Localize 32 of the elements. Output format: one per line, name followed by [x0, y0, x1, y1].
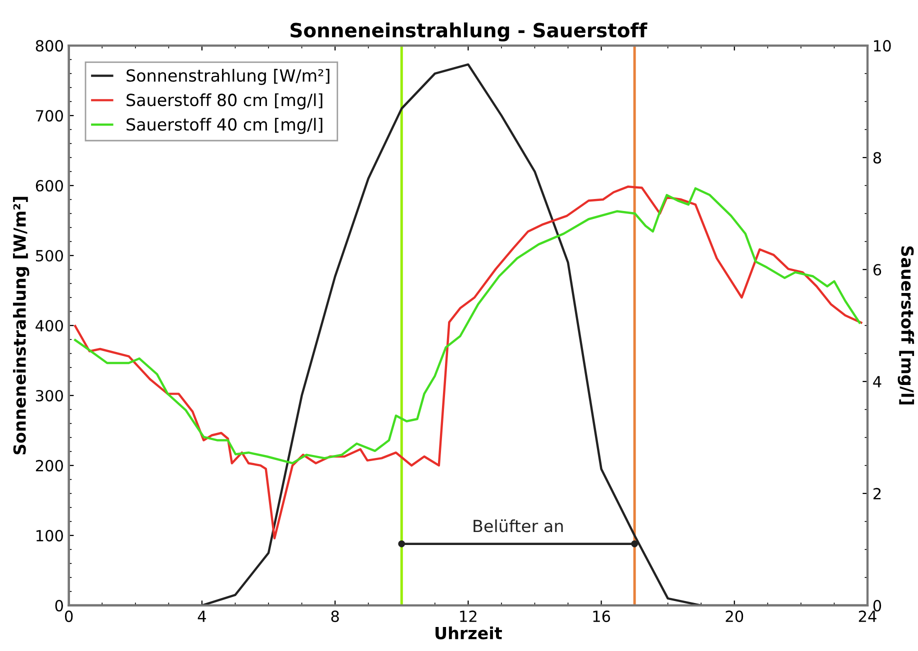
x-tick-label: 0: [64, 610, 73, 622]
y2-tick-label: 4: [873, 376, 882, 388]
legend-label: Sauerstoff 80 cm [mg/l]: [126, 93, 322, 110]
y-tick-label: 600: [36, 180, 63, 192]
y-tick-label: 500: [36, 250, 63, 262]
y2-tick-label: 6: [873, 264, 882, 276]
y-tick-label: 200: [36, 460, 63, 472]
x-tick-label: 20: [726, 610, 744, 622]
y-axis-title: Sonneneinstrahlung [W/m²]: [13, 196, 30, 454]
x-tick-label: 24: [858, 610, 876, 622]
x-tick-label: 12: [460, 610, 476, 622]
y-tick-label: 0: [55, 600, 63, 612]
line-series: [74, 187, 861, 464]
legend-label: Sonnenstrahlung [W/m²]: [126, 68, 330, 86]
y-tick-label: 100: [36, 530, 63, 542]
annotation: Belüfter an: [474, 519, 563, 532]
y2-tick-label: 10: [874, 40, 891, 52]
line-series: [74, 186, 862, 540]
x-axis-title: Uhrzeit: [436, 626, 502, 640]
x-tick-label: 16: [593, 610, 610, 622]
y-tick-label: 800: [36, 40, 63, 52]
y-tick-label: 400: [36, 320, 63, 332]
y2-tick-label: 8: [873, 152, 882, 164]
x-tick-label: 8: [331, 610, 339, 622]
legend-label: Sauerstoff 40 cm [mg/l]: [126, 118, 322, 134]
chart-title: Sonneneinstrahlung - Sauerstoff: [290, 22, 648, 42]
y2-tick-label: 0: [873, 600, 882, 612]
x-tick-label: 4: [198, 610, 206, 622]
y-tick-label: 700: [36, 110, 63, 122]
y2-tick-label: 2: [873, 488, 881, 500]
y2-axis-title: Sauerstoff [mg/l]: [898, 246, 914, 404]
y-tick-label: 300: [36, 390, 63, 402]
